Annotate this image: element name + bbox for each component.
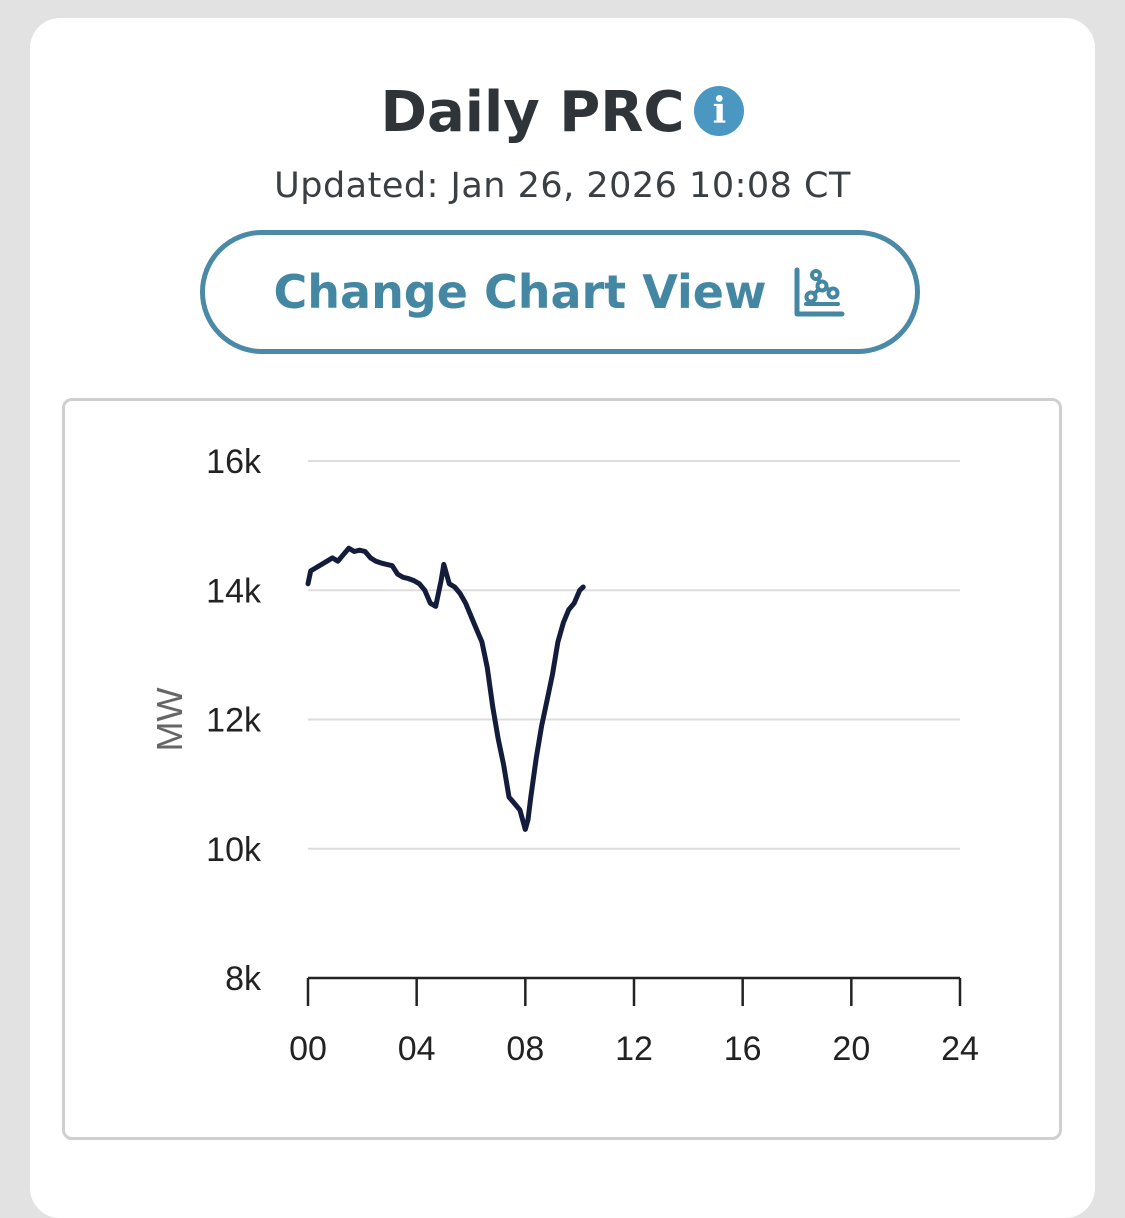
page-title: Daily PRC	[380, 80, 685, 145]
info-icon[interactable]: i	[694, 86, 745, 136]
y-tick-label: 8k	[225, 960, 262, 998]
x-tick-label: 20	[832, 1030, 870, 1068]
y-tick-label: 14k	[206, 572, 262, 610]
y-axis-title: MW	[149, 687, 190, 751]
updated-timestamp: Updated: Jan 26, 2026 10:08 CT	[274, 166, 851, 206]
y-tick-label: 12k	[206, 702, 262, 740]
y-tick-label: 10k	[206, 831, 262, 869]
chart-scatter-icon	[794, 267, 845, 317]
x-tick-label: 12	[615, 1030, 653, 1068]
x-tick-label: 16	[724, 1030, 762, 1068]
prc-series-line	[305, 545, 586, 832]
change-chart-view-button[interactable]: Change Chart View	[200, 230, 920, 354]
x-tick-label: 04	[398, 1030, 436, 1068]
x-tick-label: 24	[941, 1030, 979, 1068]
change-chart-view-label: Change Chart View	[273, 265, 767, 319]
title-row: Daily PRC i	[30, 78, 1095, 148]
y-tick-label: 16k	[206, 443, 262, 481]
prc-line-chart: 8k 10k 12k 14k 16k 00 04 08 12 16 20 24 MW	[149, 443, 979, 1068]
prc-card: Daily PRC i Updated: Jan 26, 2026 10:08 C…	[30, 18, 1095, 1218]
x-tick-label: 08	[506, 1030, 544, 1068]
x-tick-label: 00	[289, 1030, 327, 1068]
chart-container: 8k 10k 12k 14k 16k 00 04 08 12 16 20 24 MW	[62, 398, 1062, 1140]
